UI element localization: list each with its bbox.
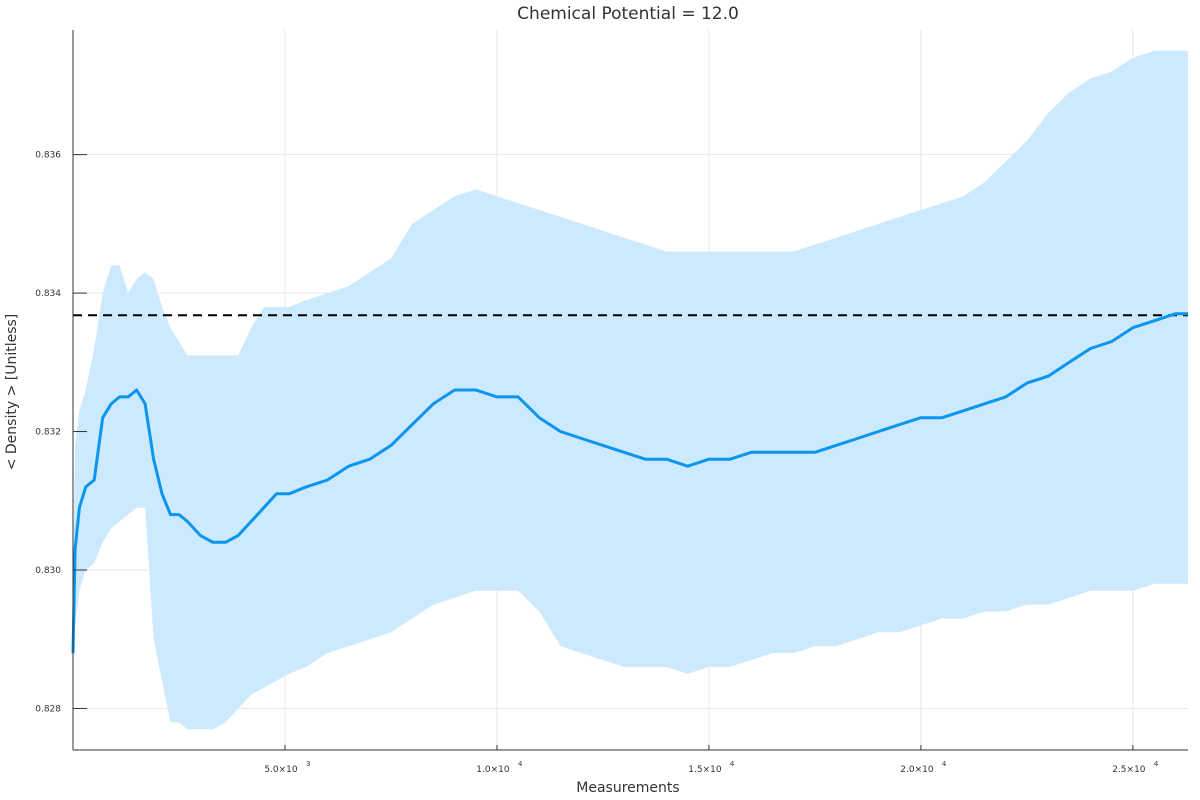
x-tick-exponent-3: 4 (942, 760, 947, 768)
axes (72, 30, 1188, 751)
x-tick-exponent-0: 3 (306, 760, 310, 768)
x-tick-label-0: 5.0×10 (264, 765, 298, 775)
y-axis-label: < Density > [Unitless] (4, 314, 20, 471)
x-tick-exponent-4: 4 (1154, 760, 1159, 768)
x-tick-label-2: 1.5×10 (688, 765, 722, 775)
x-tick-exponent-1: 4 (518, 760, 523, 768)
chart-title: Chemical Potential = 12.0 (517, 4, 739, 24)
mean-density-line (71, 312, 1188, 654)
x-tick-labels: 5.0×10 3 1.0×10 4 1.5×10 4 2.0×10 4 2.5×10 4 (264, 760, 1159, 775)
y-tick-labels: 0.828 0.830 0.832 0.834 0.836 (35, 151, 61, 715)
y-tick-label-3: 0.834 (35, 289, 61, 299)
confidence-band (73, 50, 1188, 730)
x-axis-label: Measurements (576, 780, 679, 796)
y-tick-label-4: 0.836 (35, 151, 61, 161)
x-tick-label-1: 1.0×10 (476, 765, 510, 775)
y-tick-label-0: 0.828 (35, 704, 61, 714)
y-tick-label-2: 0.832 (35, 428, 61, 438)
y-tick-label-1: 0.830 (35, 566, 61, 576)
x-tick-exponent-2: 4 (730, 760, 735, 768)
x-tick-label-4: 2.5×10 (1112, 765, 1146, 775)
x-tick-label-3: 2.0×10 (900, 765, 934, 775)
